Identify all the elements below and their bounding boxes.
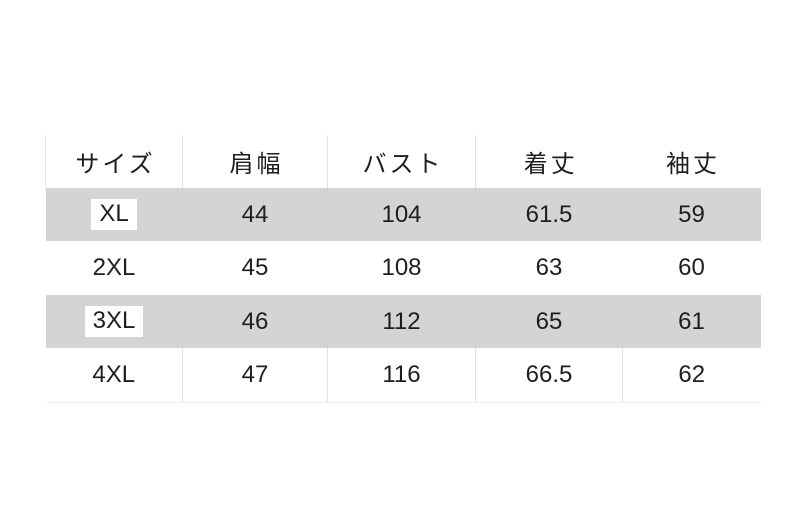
bust-value: 116 [327,348,476,403]
length-value: 66.5 [475,348,623,403]
col-header-bust: バスト [327,135,476,188]
size-label-highlight: 3XL [84,306,144,337]
shoulder-width-value: 45 [241,254,269,281]
length-value: 65 [475,295,623,348]
size-row-2xl: 2XL 45 108 63 60 [46,241,761,295]
bust-value: 112 [327,295,476,348]
size-row-4xl: 4XL 47 116 66.5 62 [45,348,761,403]
bust-value: 104 [327,188,476,241]
col-header-length: 着丈 [475,135,623,188]
shoulder-width-value: 44 [182,188,328,241]
size-row-xl: XL 44 104 61.5 59 [45,188,761,241]
size-cell: XL [45,188,183,241]
size-cell: 4XL [45,348,183,403]
sleeve-length-value: 61 [622,295,761,348]
size-cell: 3XL [45,295,183,348]
sleeve-length-value: 59 [622,188,761,241]
col-header-size: サイズ [45,135,183,188]
length-value: 63 [535,254,563,281]
shoulder-width-value: 46 [182,295,328,348]
size-cell: 2XL [92,254,136,281]
size-row-3xl: 3XL 46 112 65 61 [45,295,761,348]
col-header-shoulder-width: 肩幅 [182,135,328,188]
sleeve-length-value: 60 [678,254,705,281]
col-header-sleeve-length: 袖丈 [622,135,761,188]
size-chart-table: サイズ 肩幅 バスト 着丈 袖丈 XL 44 104 61.5 59 2XL 4 [45,135,761,403]
sleeve-length-value: 62 [622,348,761,403]
bust-value: 108 [381,254,422,281]
size-label-highlight: XL [91,199,137,230]
header-row: サイズ 肩幅 バスト 着丈 袖丈 [45,135,761,188]
shoulder-width-value: 47 [182,348,328,403]
size-chart-container: サイズ 肩幅 バスト 着丈 袖丈 XL 44 104 61.5 59 2XL 4 [45,135,761,403]
length-value: 61.5 [475,188,623,241]
